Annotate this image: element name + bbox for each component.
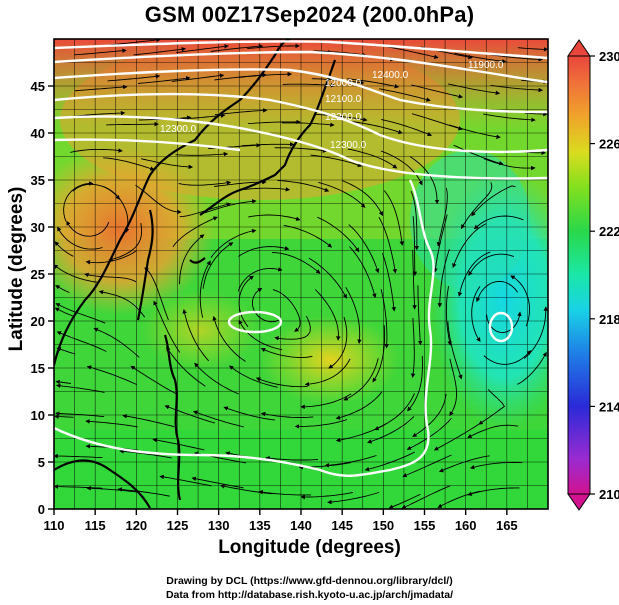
y-tick-label: 15 <box>31 361 45 376</box>
colorbar-tick-label: 210 <box>599 487 619 502</box>
x-tick-label: 135 <box>249 518 271 533</box>
contour-label: 12400.0 <box>372 70 409 81</box>
colorbar-gradient <box>568 56 590 494</box>
contour-label: 12300.0 <box>330 140 367 151</box>
map-figure: 11900.0 12400.0 12000.0 12100.0 12200.0 … <box>0 0 619 605</box>
x-tick-label: 145 <box>331 518 353 533</box>
y-tick-label: 20 <box>31 314 45 329</box>
x-tick-label: 110 <box>44 518 65 533</box>
x-tick-label: 160 <box>455 518 477 533</box>
x-tick-label: 130 <box>208 518 230 533</box>
x-tick-label: 150 <box>372 518 394 533</box>
colorbar-tick-label: 214 <box>599 399 619 414</box>
colorbar-tick-label: 230 <box>599 49 619 64</box>
y-tick-label: 10 <box>31 408 45 423</box>
x-tick-label: 165 <box>496 518 518 533</box>
colorbar-tick-label: 218 <box>599 312 619 327</box>
x-tick-label: 155 <box>414 518 436 533</box>
colorbar-top-arrow <box>568 40 590 56</box>
contour-label: 11900.0 <box>468 60 504 71</box>
colorbar: 230 226 222 218 214 210 <box>568 40 619 510</box>
x-axis-label: Longitude (degrees) <box>0 537 619 559</box>
colorbar-tick-label: 222 <box>599 224 619 239</box>
y-tick-label: 5 <box>38 455 45 470</box>
contour-label: 12200.0 <box>325 112 362 123</box>
colorbar-bottom-arrow <box>568 494 590 510</box>
contour-label: 12300.0 <box>160 124 197 135</box>
x-tick-label: 125 <box>167 518 189 533</box>
x-tick-label: 120 <box>125 518 147 533</box>
y-tick-label: 30 <box>31 220 45 235</box>
y-tick-label: 25 <box>31 267 45 282</box>
y-tick-label: 45 <box>31 79 45 94</box>
x-axis: 110 115 120 125 130 135 140 145 150 155 160 165 <box>44 509 518 533</box>
y-axis: 0 5 10 15 20 25 30 35 40 45 <box>31 79 54 517</box>
colorbar-tick-label: 226 <box>599 137 619 152</box>
contour-label: 12100.0 <box>325 94 362 105</box>
y-tick-label: 35 <box>31 173 45 188</box>
y-axis-label: Latitude (degrees) <box>6 174 28 364</box>
y-tick-label: 40 <box>31 126 45 141</box>
credit-data: Data from http://database.rish.kyoto-u.a… <box>0 589 619 601</box>
credit-drawing: Drawing by DCL (https://www.gfd-dennou.o… <box>0 575 619 587</box>
contour-label: 12000.0 <box>325 78 362 89</box>
y-tick-label: 0 <box>38 502 45 517</box>
x-tick-label: 140 <box>290 518 312 533</box>
x-tick-label: 115 <box>85 518 106 533</box>
